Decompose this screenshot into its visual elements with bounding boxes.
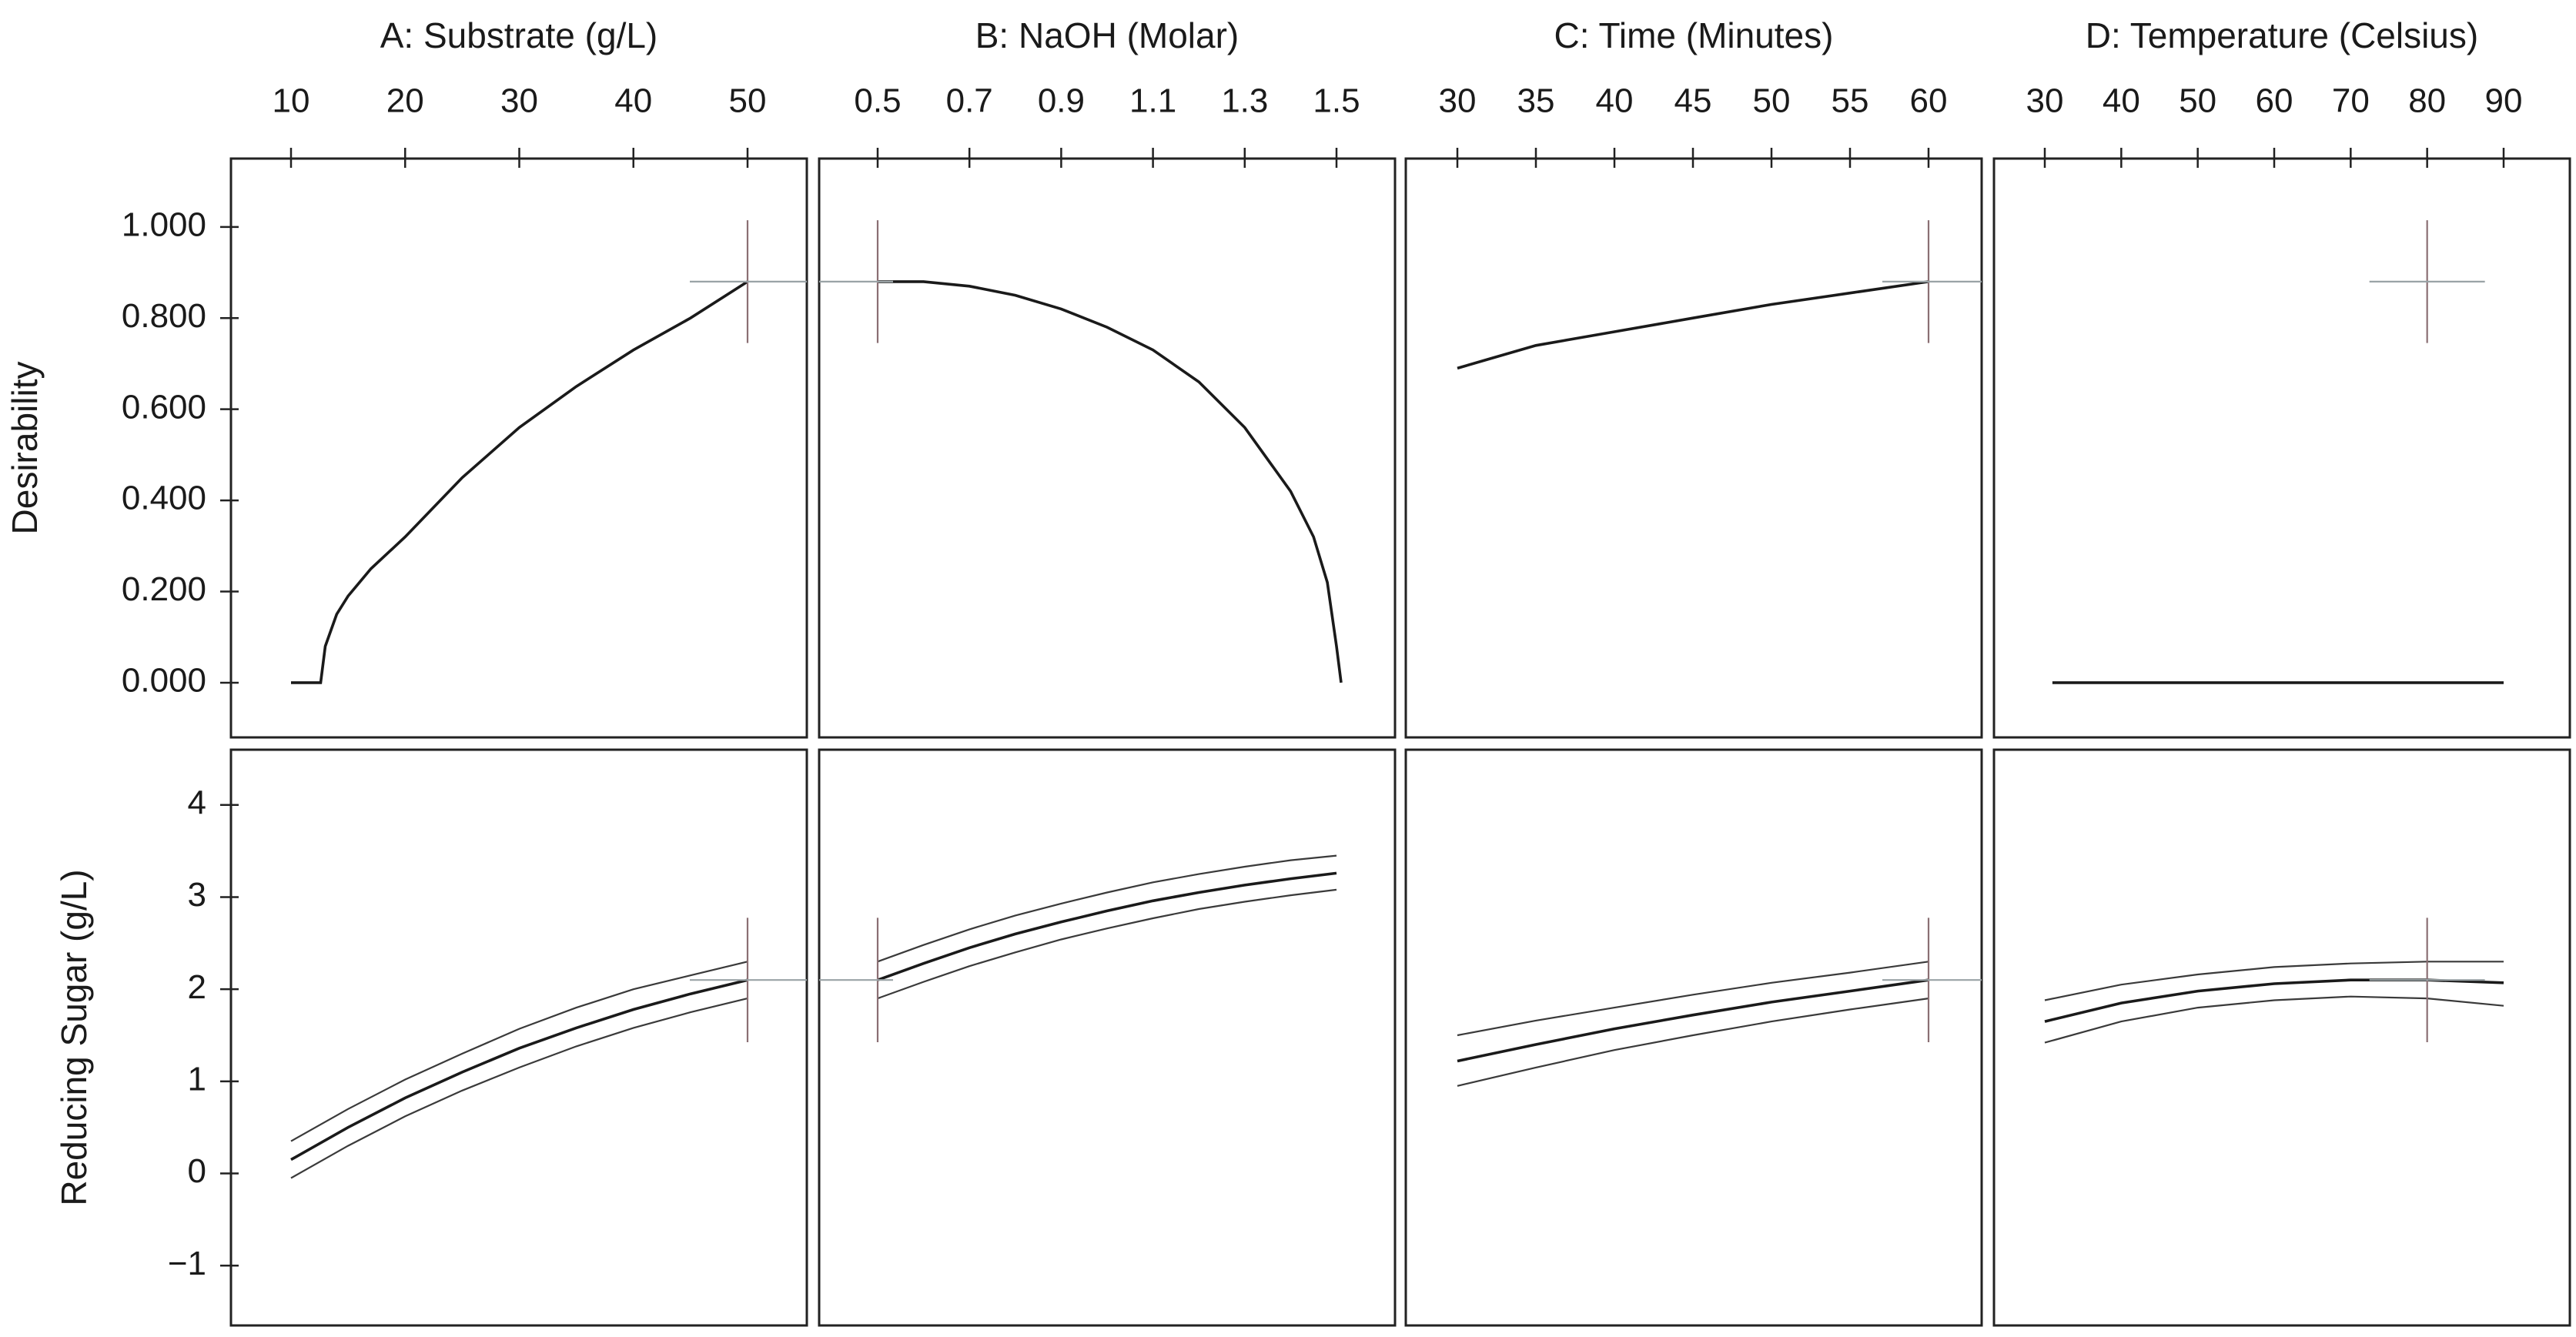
x-tick-label: 40 <box>1596 82 1634 120</box>
x-tick-label: 50 <box>2179 82 2216 120</box>
lower-confidence-line <box>290 998 748 1179</box>
x-tick-label: 1.3 <box>1221 82 1268 120</box>
text-layer: A: Substrate (g/L)10 20 30 40 50B: NaOH (Mol… <box>5 15 2522 1282</box>
x-tick-label: 30 <box>500 82 538 120</box>
x-tick-label: 55 <box>1832 82 1869 120</box>
x-tick-label: 30 <box>2026 82 2064 120</box>
plot-panel <box>818 157 1397 739</box>
lower-confidence-line <box>1457 998 1929 1087</box>
response-curve <box>1457 280 1929 370</box>
x-tick-label: 1.5 <box>1313 82 1360 120</box>
lower-confidence-line <box>877 888 1337 1000</box>
response-curve <box>1457 978 1929 1063</box>
x-tick-label: 10 <box>273 82 310 120</box>
x-tick-label: 60 <box>1910 82 1948 120</box>
plot-panel <box>818 748 1397 1327</box>
x-tick-label: 35 <box>1517 82 1555 120</box>
x-tick-label: 70 <box>2332 82 2370 120</box>
plot-panel <box>1404 157 1983 739</box>
x-tick-label: 60 <box>2256 82 2293 120</box>
y-tick-label: 0.400 <box>122 480 206 517</box>
x-tick-label: 80 <box>2408 82 2446 120</box>
column-title: A: Substrate (g/L) <box>380 15 658 55</box>
x-tick-label: 50 <box>729 82 767 120</box>
y-axis-title: Desirability <box>5 362 45 535</box>
y-tick-label: 3 <box>188 876 206 914</box>
y-tick-label: 1.000 <box>122 206 206 243</box>
x-tick-label: 45 <box>1674 82 1712 120</box>
column-title: D: Temperature (Celsius) <box>2086 15 2478 55</box>
response-curve <box>291 280 748 684</box>
plot-panel <box>229 157 808 739</box>
x-tick-label: 20 <box>386 82 424 120</box>
upper-confidence-line <box>877 854 1337 963</box>
y-tick-label: 1 <box>188 1060 206 1098</box>
response-curve <box>290 978 748 1162</box>
x-tick-label: 0.9 <box>1038 82 1085 120</box>
x-tick-label: 40 <box>614 82 652 120</box>
y-axis-title: Reducing Sugar (g/L) <box>54 869 94 1205</box>
plot-panel <box>229 748 808 1327</box>
plot-panel <box>1992 157 2571 739</box>
y-tick-label: 0.800 <box>122 297 206 335</box>
x-tick-label: 40 <box>2103 82 2140 120</box>
y-tick-label: 0.200 <box>122 570 206 608</box>
content-layer <box>220 148 2505 1267</box>
x-tick-label: 90 <box>2485 82 2523 120</box>
upper-confidence-line <box>290 961 748 1142</box>
column-title: B: NaOH (Molar) <box>975 15 1239 55</box>
y-tick-label: 0.000 <box>122 662 206 700</box>
y-tick-label: 0.600 <box>122 388 206 426</box>
response-curve <box>878 280 1343 684</box>
plot-panel <box>1404 748 1983 1327</box>
column-title: C: Time (Minutes) <box>1554 15 1834 55</box>
y-tick-label: 0 <box>188 1152 206 1190</box>
plot-panel <box>1992 748 2571 1327</box>
y-tick-label: 4 <box>188 784 206 821</box>
x-tick-label: 0.7 <box>946 82 993 120</box>
x-tick-label: 0.5 <box>854 82 901 120</box>
x-tick-label: 50 <box>1753 82 1791 120</box>
y-tick-label: 2 <box>188 968 206 1006</box>
panel-layer <box>229 157 2571 1327</box>
upper-confidence-line <box>1457 961 1929 1037</box>
x-tick-label: 30 <box>1439 82 1477 120</box>
response-curve <box>877 871 1337 981</box>
x-tick-label: 1.1 <box>1129 82 1176 120</box>
y-tick-label: −1 <box>168 1245 206 1282</box>
